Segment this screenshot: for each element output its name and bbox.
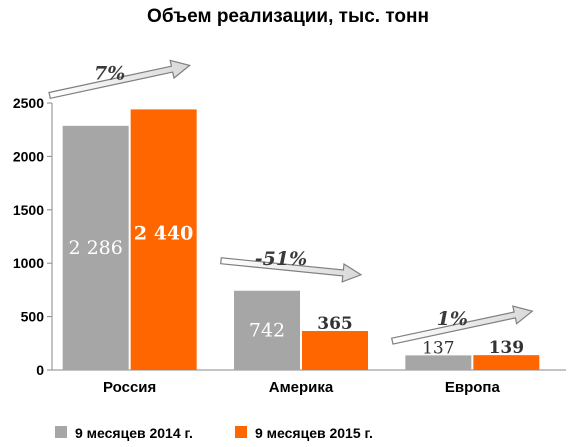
legend: 9 месяцев 2014 г. 9 месяцев 2015 г. [55,425,373,441]
bars: 2 286 2 440 742 365 137 139 [62,109,540,371]
y-tick-label: 2500 [13,95,44,111]
y-tick-label: 500 [21,309,45,325]
legend-label: 9 месяцев 2014 г. [75,425,193,441]
y-tick-label: 1000 [13,255,44,271]
category-label: Америка [269,379,334,396]
data-label: 742 [249,319,285,341]
bar [405,355,472,370]
bar [302,331,368,370]
legend-swatch [235,426,247,438]
y-tick-label: 1500 [13,202,44,218]
bar [130,109,197,371]
bar [234,290,300,370]
category-label: Россия [103,379,156,396]
change-label: -51% [255,248,307,270]
data-label: 2 286 [68,237,122,259]
data-label: 2 440 [134,222,194,244]
category-labels: Россия Америка Европа [103,379,500,396]
change-arrow [220,257,363,283]
change-arrow [390,305,534,345]
y-tick-label: 0 [36,362,44,378]
legend-swatch [55,426,67,438]
legend-label: 9 месяцев 2015 г. [255,425,373,441]
y-axis-ticks: 0 500 1000 1500 2000 2500 [13,95,52,378]
bar [62,125,129,371]
change-arrows: 7% -51% 1% [48,59,534,345]
data-label: 365 [317,314,353,334]
bar [473,355,540,370]
data-label: 139 [489,338,525,358]
category-label: Европа [445,379,501,396]
data-label: 137 [422,338,454,358]
y-tick-label: 2000 [13,148,44,164]
change-label: 1% [437,308,468,330]
change-label: 7% [94,62,125,84]
chart-title: Объем реализации, тыс. тонн [147,6,429,27]
change-arrow [48,59,192,100]
